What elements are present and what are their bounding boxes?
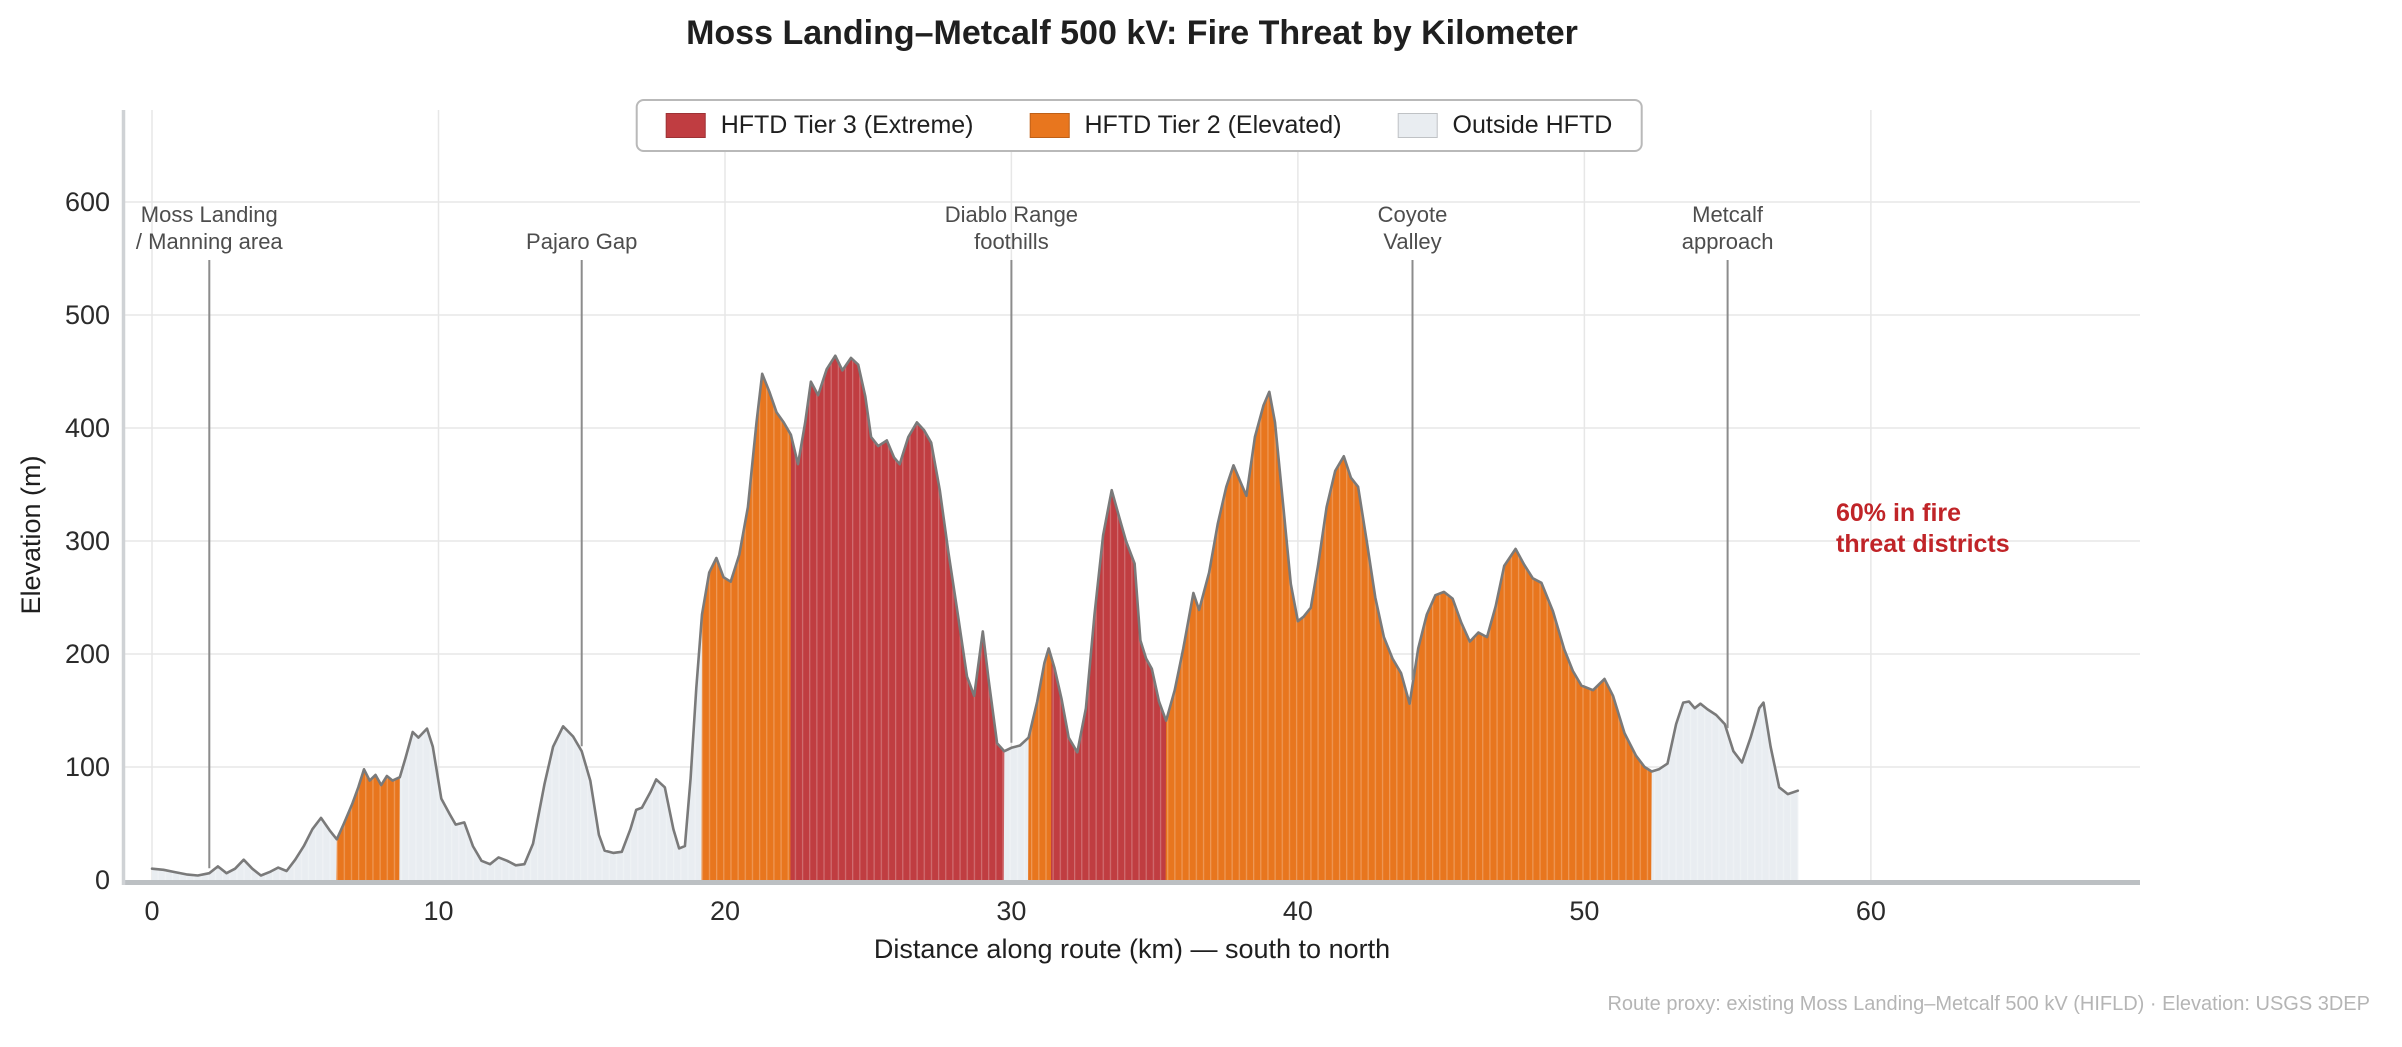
x-tick-label: 30 [996, 896, 1026, 926]
y-tick-label: 100 [65, 752, 110, 782]
area-striation [790, 355, 1005, 881]
y-tick-label: 0 [95, 865, 110, 895]
x-tick-label: 10 [423, 896, 453, 926]
annotation-label: foothills [974, 229, 1049, 254]
x-tick-label: 50 [1569, 896, 1599, 926]
area-striation [1028, 648, 1052, 881]
annotation-label: Metcalf [1692, 202, 1764, 227]
legend-item-tier3: HFTD Tier 3 (Extreme) [665, 111, 974, 140]
area-striation [399, 614, 703, 881]
annotation-label: Valley [1383, 229, 1441, 254]
annotations: Moss Landing/ Manning area Pajaro Gap Diab… [136, 202, 1774, 869]
x-axis-label: Distance along route (km) — south to nor… [874, 934, 1390, 964]
area-striation [152, 817, 338, 881]
area-striation [1051, 490, 1167, 881]
area-striation [1003, 737, 1030, 881]
legend-label: HFTD Tier 3 (Extreme) [720, 111, 974, 139]
y-tick-label: 500 [65, 300, 110, 330]
area-striation [336, 769, 401, 881]
legend-swatch-tier2 [1029, 113, 1070, 138]
legend-label: HFTD Tier 2 (Elevated) [1084, 111, 1342, 139]
x-tick-label: 0 [144, 896, 159, 926]
fire-threat-note-line: threat districts [1836, 530, 2010, 558]
annotation-label: Diablo Range [945, 202, 1078, 227]
area-striation [1651, 701, 1799, 881]
x-tick-label: 60 [1856, 896, 1886, 926]
legend: HFTD Tier 3 (Extreme) HFTD Tier 2 (Elevat… [635, 99, 1643, 152]
y-tick-label: 300 [65, 526, 110, 556]
area-striation [701, 373, 792, 881]
chart-title: Moss Landing–Metcalf 500 kV: Fire Threat… [686, 14, 1578, 52]
fire-threat-note: 60% in fire threat districts [1836, 498, 2010, 560]
fire-threat-note-line: 60% in fire [1836, 499, 1962, 527]
legend-swatch-outside [1397, 113, 1438, 138]
hftd-area-segments [152, 355, 1799, 881]
legend-item-tier2: HFTD Tier 2 (Elevated) [1029, 111, 1342, 140]
y-tick-label: 200 [65, 639, 110, 669]
y-axis-label: Elevation (m) [16, 455, 46, 614]
legend-item-outside: Outside HFTD [1397, 111, 1613, 140]
legend-label: Outside HFTD [1452, 111, 1613, 139]
source-footer: Route proxy: existing Moss Landing–Metca… [1607, 993, 2370, 1015]
annotation-label: approach [1682, 229, 1774, 254]
annotation-label: Pajaro Gap [526, 229, 637, 254]
y-tick-label: 400 [65, 413, 110, 443]
annotation-label: Moss Landing [141, 202, 278, 227]
x-tick-label: 40 [1283, 896, 1313, 926]
annotation-label: Coyote [1378, 202, 1448, 227]
legend-swatch-tier3 [665, 113, 706, 138]
annotation-label: / Manning area [136, 229, 284, 254]
x-tick-label: 20 [710, 896, 740, 926]
y-tick-label: 600 [65, 187, 110, 217]
elevation-outline [150, 354, 1800, 877]
area-striation [1165, 391, 1653, 881]
